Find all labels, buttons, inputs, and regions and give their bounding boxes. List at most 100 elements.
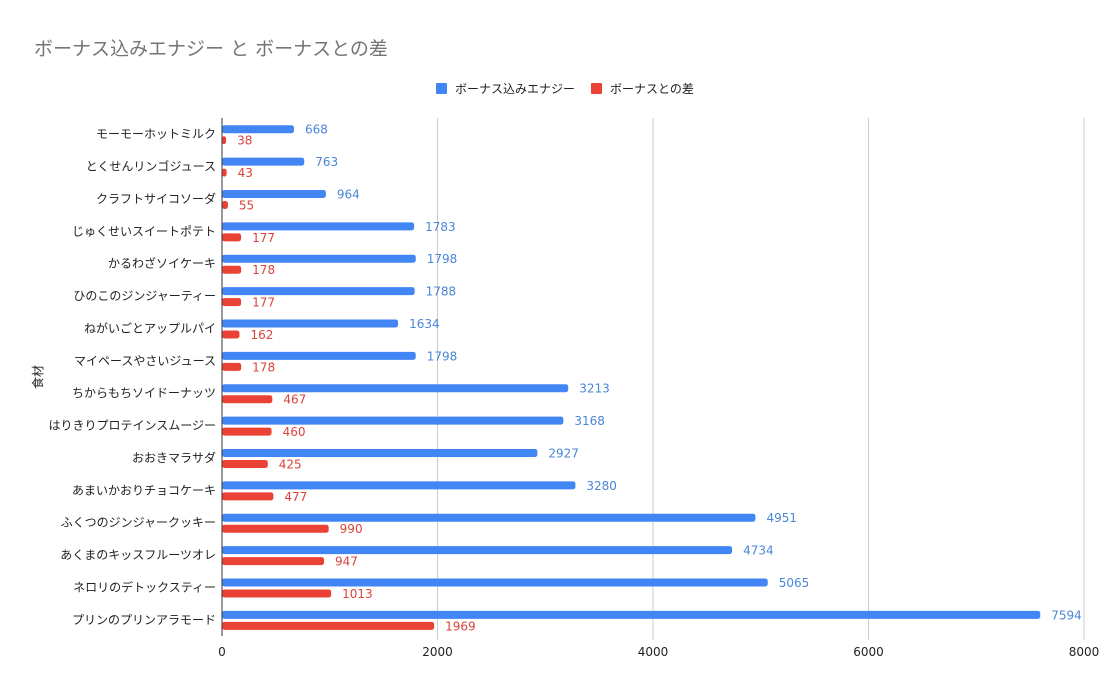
category-label: ちからもちソイドーナッツ xyxy=(72,386,216,400)
value-label-energy: 4951 xyxy=(766,511,797,525)
bar-diff[interactable] xyxy=(222,621,435,630)
value-label-energy: 763 xyxy=(315,155,338,169)
bar-energy[interactable] xyxy=(222,384,569,393)
bar-diff[interactable] xyxy=(222,233,242,242)
bar-energy[interactable] xyxy=(222,189,326,198)
category-label: じゅくせいスイートポテト xyxy=(72,224,216,238)
legend: ボーナス込みエナジー ボーナスとの差 xyxy=(436,80,710,97)
category-label: あくまのキッスフルーツオレ xyxy=(60,548,216,562)
bar-diff[interactable] xyxy=(222,168,227,177)
category-label: マイペースやさいジュース xyxy=(74,354,216,368)
bar-diff[interactable] xyxy=(222,459,268,468)
value-label-energy: 5065 xyxy=(779,576,810,590)
category-label: あまいかおりチョコケーキ xyxy=(72,483,216,497)
bar-energy[interactable] xyxy=(222,254,416,263)
category-label: モーモーホットミルク xyxy=(96,127,216,141)
bar-diff[interactable] xyxy=(222,427,272,436)
bar-energy[interactable] xyxy=(222,513,756,522)
value-label-diff: 178 xyxy=(252,360,275,374)
category-labels: モーモーホットミルクとくせんリンゴジュースクラフトサイコソーダじゅくせいスイート… xyxy=(48,127,216,627)
bar-diff[interactable] xyxy=(222,395,273,404)
bar-energy[interactable] xyxy=(222,546,733,555)
x-tick-label: 8000 xyxy=(1069,645,1100,659)
bar-energy[interactable] xyxy=(222,448,538,457)
value-label-diff: 162 xyxy=(250,328,273,342)
value-label-diff: 178 xyxy=(252,263,275,277)
chart-title: ボーナス込みエナジー と ボーナスとの差 xyxy=(34,38,388,60)
x-tick-label: 4000 xyxy=(638,645,669,659)
value-label-diff: 38 xyxy=(237,134,252,148)
bar-diff[interactable] xyxy=(222,298,242,307)
bar-diff[interactable] xyxy=(222,136,227,145)
bars xyxy=(222,125,1041,630)
bar-energy[interactable] xyxy=(222,610,1041,619)
legend-swatch-diff xyxy=(591,83,603,94)
category-label: ひのこのジンジャーティー xyxy=(73,289,216,303)
value-label-energy: 1788 xyxy=(426,285,457,299)
value-label-energy: 1798 xyxy=(427,349,458,363)
value-label-energy: 3213 xyxy=(579,382,610,396)
value-labels: 668 38 763 43 964 55 1783 177 1798 178 1788 177 1634… xyxy=(237,123,1082,634)
x-axis-ticks: 0 2000 4000 6000 8000 xyxy=(218,645,1099,659)
bar-energy[interactable] xyxy=(222,222,415,231)
value-label-diff: 1013 xyxy=(342,587,373,601)
bar-diff[interactable] xyxy=(222,362,242,371)
category-label: かるわざソイケーキ xyxy=(108,256,216,271)
gridlines xyxy=(437,118,1085,640)
value-label-diff: 55 xyxy=(239,198,254,212)
category-label: ねがいごとアップルパイ xyxy=(84,320,216,335)
category-label: とくせんリンゴジュース xyxy=(86,159,216,174)
legend-label-energy: ボーナス込みエナジー xyxy=(455,82,576,96)
bar-diff[interactable] xyxy=(222,330,240,339)
value-label-diff: 477 xyxy=(284,490,307,504)
x-tick-label: 2000 xyxy=(422,645,453,659)
value-label-diff: 1969 xyxy=(445,619,476,633)
legend-item-diff[interactable]: ボーナスとの差 xyxy=(591,80,694,97)
bar-energy[interactable] xyxy=(222,481,576,490)
bar-diff[interactable] xyxy=(222,589,332,598)
value-label-energy: 2927 xyxy=(548,446,579,460)
value-label-energy: 1798 xyxy=(427,252,458,266)
value-label-diff: 467 xyxy=(283,393,306,407)
value-label-energy: 3280 xyxy=(586,479,617,493)
bar-diff[interactable] xyxy=(222,200,228,209)
category-label: プリンのプリンアラモード xyxy=(72,613,216,627)
category-label: ネロリのデトックスティー xyxy=(73,579,216,594)
category-label: はりきりプロテインスムージー xyxy=(48,419,216,433)
bar-diff[interactable] xyxy=(222,557,325,566)
legend-swatch-energy xyxy=(436,83,447,94)
value-label-diff: 43 xyxy=(238,166,253,180)
y-axis-label: 食材 xyxy=(30,365,45,389)
value-label-diff: 947 xyxy=(335,555,358,569)
bar-diff[interactable] xyxy=(222,524,329,533)
bar-diff[interactable] xyxy=(222,492,274,501)
bar-energy[interactable] xyxy=(222,578,768,587)
bar-energy[interactable] xyxy=(222,125,294,134)
category-label: ふくつのジンジャークッキー xyxy=(61,516,216,530)
value-label-diff: 177 xyxy=(252,296,275,310)
value-label-energy: 1783 xyxy=(425,220,456,234)
bar-energy[interactable] xyxy=(222,319,399,328)
category-label: クラフトサイコソーダ xyxy=(96,191,216,206)
value-label-energy: 7594 xyxy=(1051,608,1082,622)
x-tick-label: 6000 xyxy=(853,645,884,659)
value-label-diff: 460 xyxy=(283,425,306,439)
bar-energy[interactable] xyxy=(222,351,416,360)
legend-item-energy[interactable]: ボーナス込みエナジー xyxy=(436,80,575,97)
bar-energy[interactable] xyxy=(222,416,564,425)
value-label-energy: 3168 xyxy=(574,414,605,428)
bar-energy[interactable] xyxy=(222,157,305,166)
value-label-energy: 668 xyxy=(305,123,328,137)
value-label-energy: 1634 xyxy=(409,317,440,331)
value-label-diff: 425 xyxy=(279,457,302,471)
value-label-diff: 177 xyxy=(252,231,275,245)
x-tick-label: 0 xyxy=(218,645,226,659)
legend-label-diff: ボーナスとの差 xyxy=(610,82,694,96)
bar-diff[interactable] xyxy=(222,265,242,274)
value-label-diff: 990 xyxy=(340,522,363,536)
bar-energy[interactable] xyxy=(222,287,415,296)
category-label: おおきマラサダ xyxy=(132,450,216,465)
value-label-energy: 4734 xyxy=(743,544,774,558)
value-label-energy: 964 xyxy=(337,187,360,201)
